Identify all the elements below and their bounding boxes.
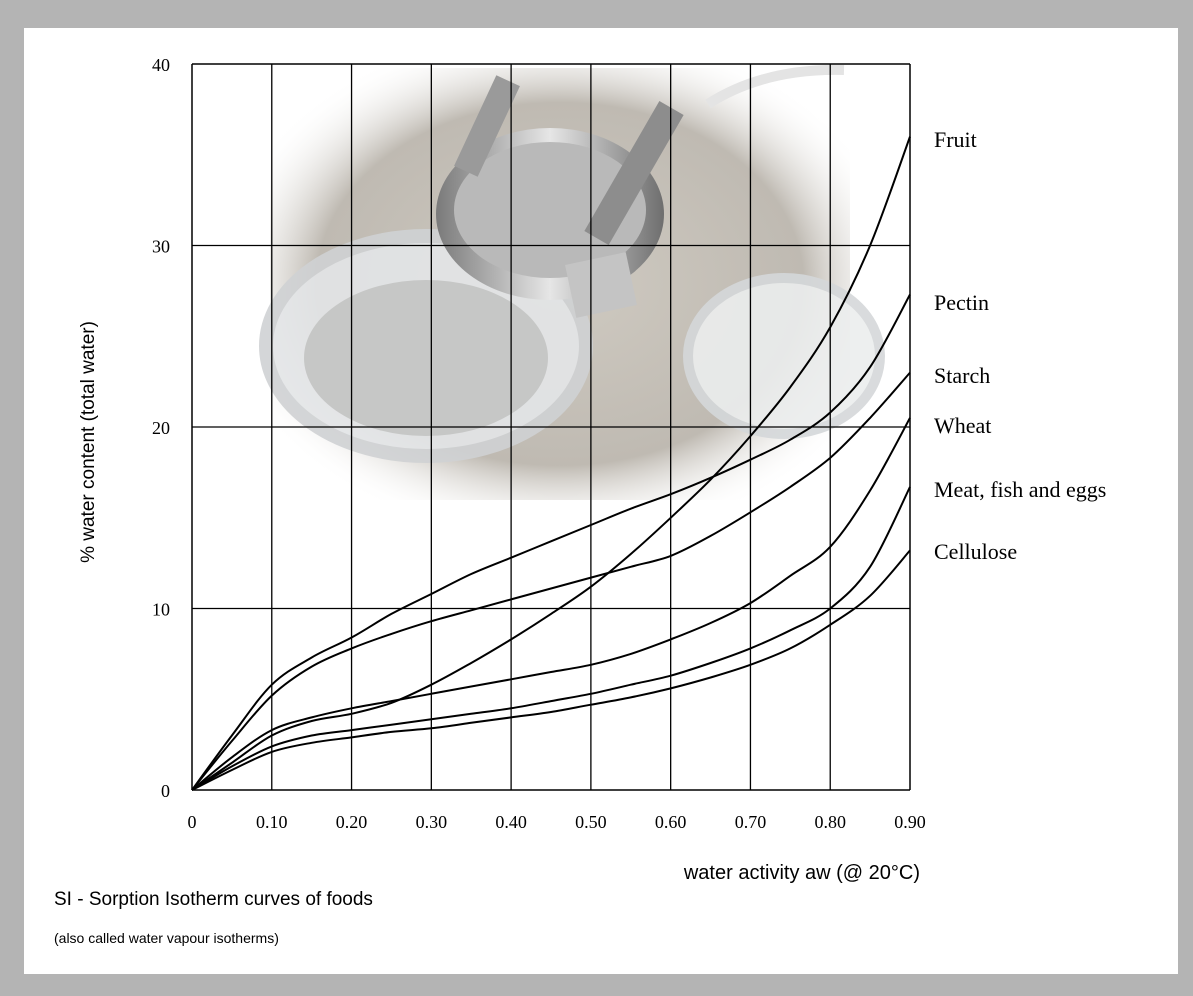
series-line-starch: [191, 371, 911, 791]
x-axis-label: water activity aw (@ 20°C): [683, 862, 920, 884]
x-tick-label: 0.50: [575, 812, 607, 832]
chart-series: [191, 136, 911, 791]
y-axis-label: % water content (total water): [78, 321, 99, 563]
series-labels: Fruit Pectin Starch Wheat Meat, fish and egg…: [934, 127, 1106, 564]
x-tick-label: 0.60: [655, 812, 687, 832]
figure-panel: 0 0.10 0.20 0.30 0.40 0.50 0.60 0.70 0.80 0.90 0 1…: [24, 28, 1178, 974]
caption-subtitle: (also called water vapour isotherms): [54, 930, 279, 946]
series-label: Meat, fish and eggs: [934, 477, 1106, 502]
x-tick-label: 0.90: [894, 812, 926, 832]
x-tick-label: 0.40: [495, 812, 527, 832]
y-tick-label: 30: [152, 237, 170, 257]
x-tick-label: 0.20: [336, 812, 368, 832]
y-tick-label: 10: [152, 600, 170, 620]
series-label: Cellulose: [934, 539, 1017, 564]
y-tick-labels: 0 10 20 30 40: [152, 55, 170, 801]
x-tick-labels: 0 0.10 0.20 0.30 0.40 0.50 0.60 0.70 0.80 0.90: [188, 812, 926, 832]
series-label: Wheat: [934, 413, 991, 438]
x-tick-label: 0.80: [814, 812, 846, 832]
series-line-pectin: [191, 294, 911, 791]
series-line-fruit: [191, 136, 911, 791]
caption-title: SI - Sorption Isotherm curves of foods: [54, 889, 373, 910]
x-tick-label: 0.70: [735, 812, 767, 832]
chart-axes: [191, 63, 911, 791]
y-tick-label: 40: [152, 55, 170, 75]
x-tick-label: 0.30: [416, 812, 448, 832]
x-tick-label: 0: [188, 812, 197, 832]
chart-grid: [192, 64, 910, 790]
series-label: Starch: [934, 363, 990, 388]
series-line-wheat: [191, 417, 911, 791]
y-tick-label: 0: [161, 781, 170, 801]
x-tick-label: 0.10: [256, 812, 288, 832]
series-line-meat-fish-and-eggs: [191, 486, 911, 791]
sorption-isotherm-chart: 0 0.10 0.20 0.30 0.40 0.50 0.60 0.70 0.80 0.90 0 1…: [54, 55, 1106, 946]
y-tick-label: 20: [152, 418, 170, 438]
series-label: Pectin: [934, 290, 989, 315]
series-label: Fruit: [934, 127, 977, 152]
lab-equipment-photo: [259, 64, 885, 500]
series-line-cellulose: [191, 549, 911, 791]
